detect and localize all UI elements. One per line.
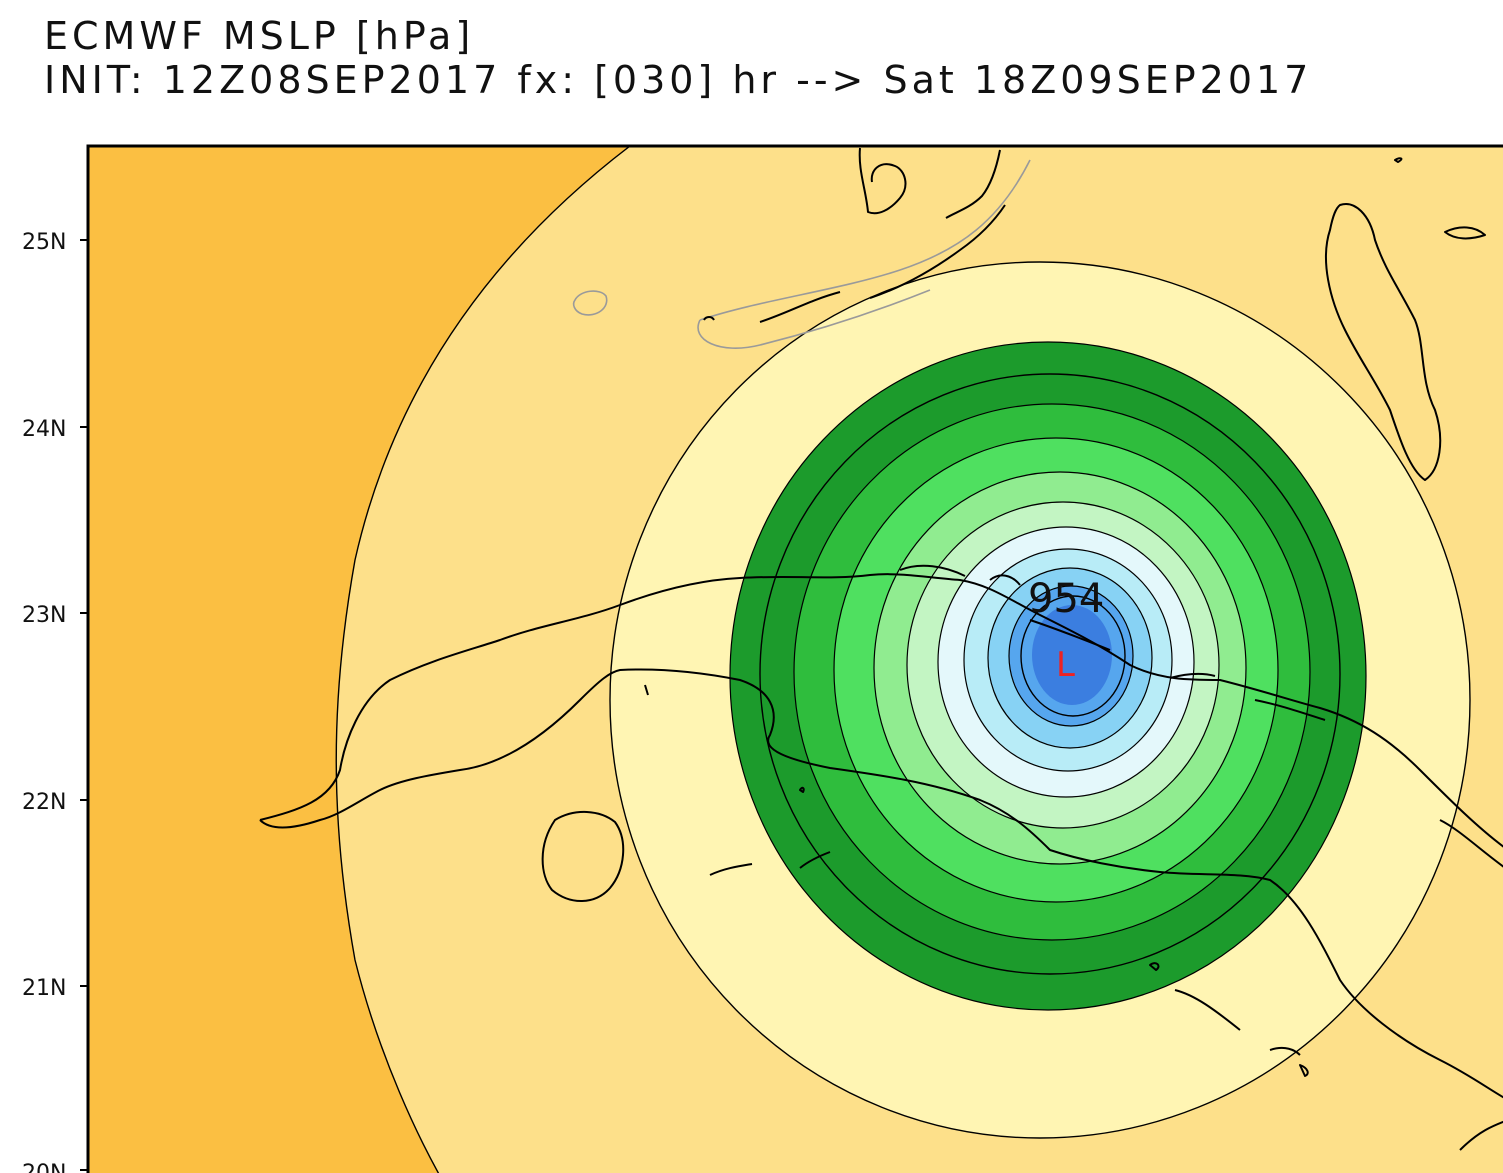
east-islands-outline <box>1439 819 1503 1151</box>
florida-shelf-outline <box>697 159 1031 349</box>
latitude-axis: 25N 24N 23N 22N 21N 20N <box>22 230 88 1173</box>
lat-label-21n: 21N <box>22 976 66 1001</box>
isobar-ring <box>759 373 1341 975</box>
map-title: ECMWF MSLP [hPa] <box>44 14 475 58</box>
map-frame <box>86 144 1503 1173</box>
pressure-band-blue <box>1032 605 1112 705</box>
bahamas-coastline <box>1324 157 1486 481</box>
florida-coastline <box>858 147 1001 219</box>
shoal-outline <box>572 290 608 316</box>
north-cays-outline <box>899 564 1326 721</box>
lat-label-25n: 25N <box>22 230 66 255</box>
isobar-ring <box>1020 595 1126 717</box>
cays-outline <box>644 684 1309 1077</box>
cuba-south-coastline <box>259 668 1503 1099</box>
low-pressure-marker: L <box>1056 645 1075 685</box>
florida-keys-coastline <box>703 204 1006 323</box>
init-forecast-line: INIT: 12Z08SEP2017 fx: [030] hr --> Sat … <box>44 58 1313 102</box>
lat-label-20n: 20N <box>22 1161 66 1173</box>
lat-label-22n: 22N <box>22 790 66 815</box>
lat-label-24n: 24N <box>22 417 66 442</box>
isla-juventud-coastline <box>541 810 625 902</box>
lat-label-23n: 23N <box>22 603 66 628</box>
cuba-north-coastline <box>259 573 1503 848</box>
center-pressure-label: 954 <box>1028 576 1104 622</box>
